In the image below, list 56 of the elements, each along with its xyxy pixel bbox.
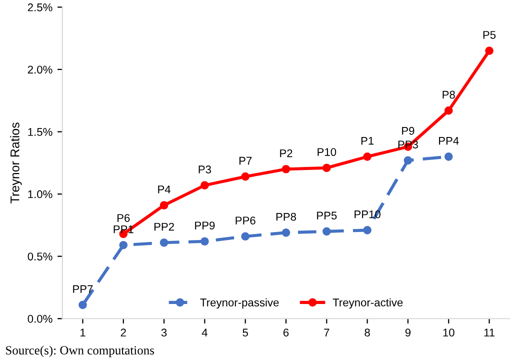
annotation: P1 <box>361 136 374 145</box>
point <box>160 238 168 247</box>
point <box>322 164 331 172</box>
point <box>78 300 87 310</box>
point <box>282 228 290 237</box>
point <box>444 152 453 161</box>
point <box>241 172 250 181</box>
annotation: P3 <box>198 166 211 174</box>
annotation: PP9 <box>195 222 215 230</box>
annotation: P10 <box>318 148 336 156</box>
x-tick-label: 3 <box>161 328 167 337</box>
x-tick-label: 7 <box>324 328 330 336</box>
annotation: P6 <box>118 214 130 222</box>
annotation: PP4 <box>439 136 459 145</box>
x-tick-label: 2 <box>120 328 126 336</box>
y-tick-label: 0.0% <box>28 314 52 323</box>
point <box>119 240 128 250</box>
point <box>160 201 168 210</box>
annotation: PP5 <box>317 212 337 220</box>
point <box>363 152 372 161</box>
annotation: PP2 <box>154 222 174 231</box>
annotation: PP8 <box>276 212 296 221</box>
annotation: P4 <box>158 186 171 194</box>
x-tick-label: 9 <box>405 328 411 337</box>
source-note: Source(s): Own computations <box>6 346 154 358</box>
annotation: P2 <box>280 149 292 158</box>
point <box>444 106 453 115</box>
annotation: P8 <box>442 90 455 99</box>
annotation: PP6 <box>236 216 256 224</box>
point <box>363 226 372 234</box>
x-tick-label: 6 <box>283 328 289 337</box>
y-axis-title: Treynor Ratios <box>10 122 22 204</box>
y-tick-label: 0.5% <box>28 252 52 260</box>
x-tick-label: 11 <box>484 328 494 336</box>
annotation: P5 <box>483 31 496 39</box>
x-tick-label: 8 <box>364 328 370 337</box>
y-tick-label: 2.5% <box>28 3 52 12</box>
point <box>404 156 412 165</box>
legend-label: Treynor-passive <box>200 298 279 309</box>
annotation: P9 <box>402 126 414 135</box>
legend-label: Treynor-active <box>332 298 403 309</box>
y-tick-label: 1.0% <box>28 190 52 198</box>
y-tick-label: 1.5% <box>28 128 52 136</box>
y-tick-label: 2.0% <box>28 66 52 74</box>
x-tick-label: 1 <box>80 328 86 336</box>
point <box>200 237 209 246</box>
x-tick-label: 4 <box>202 328 208 336</box>
annotation: P7 <box>239 156 252 165</box>
annotation: PP7 <box>73 285 93 293</box>
point <box>282 164 290 174</box>
point <box>200 181 209 190</box>
point <box>322 227 331 236</box>
x-tick-label: 10 <box>443 328 454 337</box>
point <box>241 232 250 241</box>
point <box>485 46 494 55</box>
x-tick-label: 5 <box>242 328 248 337</box>
